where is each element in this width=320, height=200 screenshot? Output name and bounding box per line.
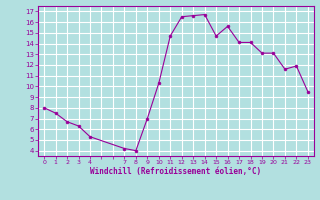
X-axis label: Windchill (Refroidissement éolien,°C): Windchill (Refroidissement éolien,°C) [91,167,261,176]
